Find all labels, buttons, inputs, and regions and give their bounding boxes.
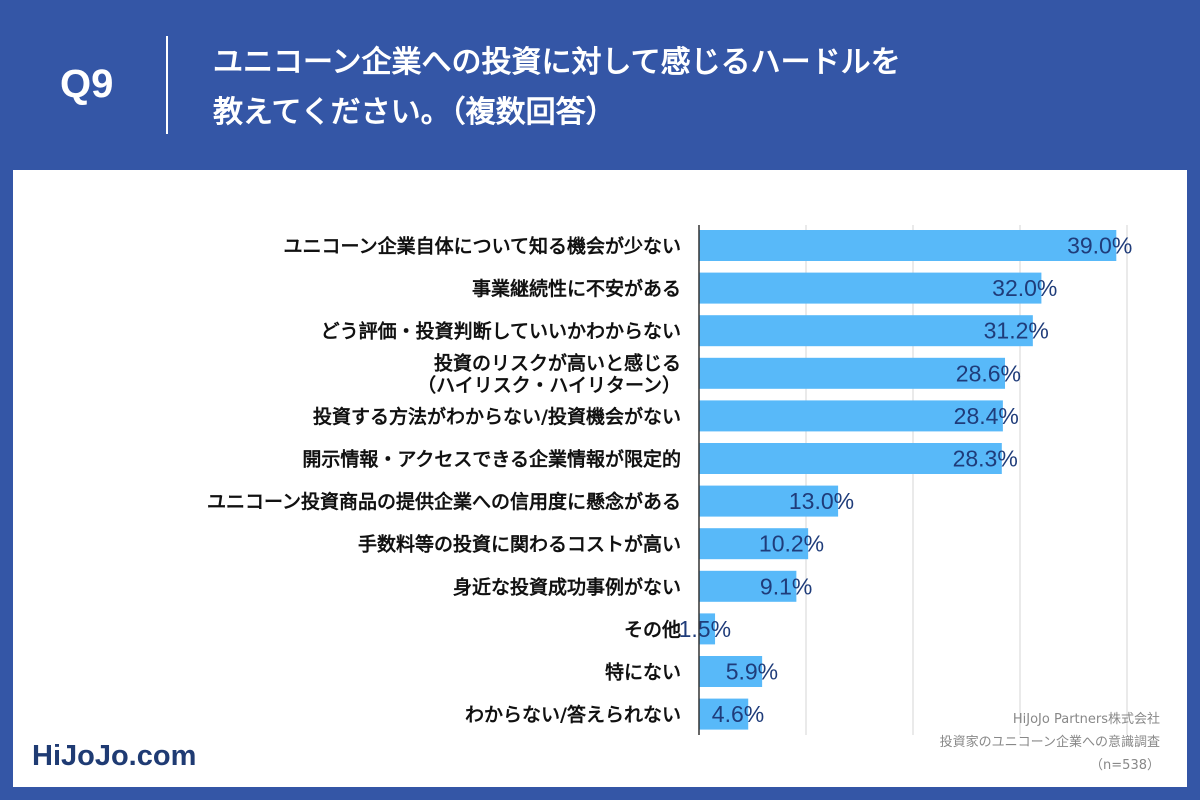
source-note: HiJoJo Partners株式会社 投資家のユニコーン企業への意識調査 （n… (940, 708, 1160, 777)
bar (699, 528, 809, 560)
bar (699, 400, 1003, 432)
category-label: 投資のリスクが高いと感じる (434, 351, 681, 374)
bar (699, 613, 716, 645)
page-title: ユニコーン企業への投資に対して感じるハードルを 教えてください。（複数回答） (213, 38, 1173, 138)
title-line-2: 教えてください。（複数回答） (213, 95, 616, 130)
category-label: 投資する方法がわからない/投資機会がない (313, 405, 681, 428)
bar (699, 315, 1033, 347)
category-label: 開示情報・アクセスできる企業情報が限定的 (302, 448, 681, 471)
header: Q9 ユニコーン企業への投資に対して感じるハードルを 教えてください。（複数回答… (0, 0, 1200, 170)
category-label: ユニコーン企業自体について知る機会が少ない (284, 235, 681, 258)
value-label: 32.0% (992, 275, 1057, 301)
source-sample: （n=538） (1090, 758, 1160, 773)
value-label: 1.5% (679, 616, 731, 642)
category-label: ユニコーン投資商品の提供企業への信用度に懸念がある (207, 490, 681, 513)
value-label: 13.0% (789, 488, 854, 514)
bar-chart: ユニコーン企業自体について知る機会が少ない 39.0% 事業継続性に不安がある 32.… (207, 225, 1132, 735)
category-label: 身近な投資成功事例がない (453, 575, 681, 598)
value-label: 10.2% (759, 531, 824, 557)
value-label: 28.3% (953, 446, 1018, 472)
value-label: 28.6% (956, 360, 1021, 386)
bar (699, 443, 1002, 474)
value-label: 28.4% (954, 403, 1019, 429)
title-line-1: ユニコーン企業への投資に対して感じるハードルを (213, 45, 901, 80)
value-label: 4.6% (712, 701, 764, 727)
source-survey: 投資家のユニコーン企業への意識調査 (939, 735, 1160, 750)
bar (699, 485, 839, 517)
question-number: Q9 (60, 62, 114, 106)
value-label: 5.9% (726, 659, 778, 685)
bar (699, 698, 749, 730)
category-label: わからない/答えられない (465, 703, 681, 726)
bar (699, 272, 1042, 304)
category-label: その他 (624, 618, 681, 641)
category-label: 手数料等の投資に関わるコストが高い (358, 533, 681, 556)
bar (699, 656, 763, 687)
bar (699, 357, 1006, 389)
hijojo-logo: HiJoJo.com (32, 740, 197, 772)
category-label: 特にない (605, 662, 681, 684)
header-divider (166, 36, 168, 134)
bar (699, 570, 797, 602)
bar (699, 230, 1117, 261)
category-label: （ハイリスク・ハイリターン） (417, 373, 681, 396)
source-company: HiJoJo Partners株式会社 (1012, 712, 1160, 727)
value-label: 39.0% (1067, 233, 1132, 259)
category-label: 事業継続性に不安がある (472, 277, 681, 300)
value-label: 31.2% (984, 318, 1049, 344)
value-label: 9.1% (760, 573, 812, 599)
category-label: どう評価・投資判断していいかわからない (321, 320, 681, 343)
chart-panel: ユニコーン企業自体について知る機会が少ない 39.0% 事業継続性に不安がある 32.… (13, 170, 1187, 787)
